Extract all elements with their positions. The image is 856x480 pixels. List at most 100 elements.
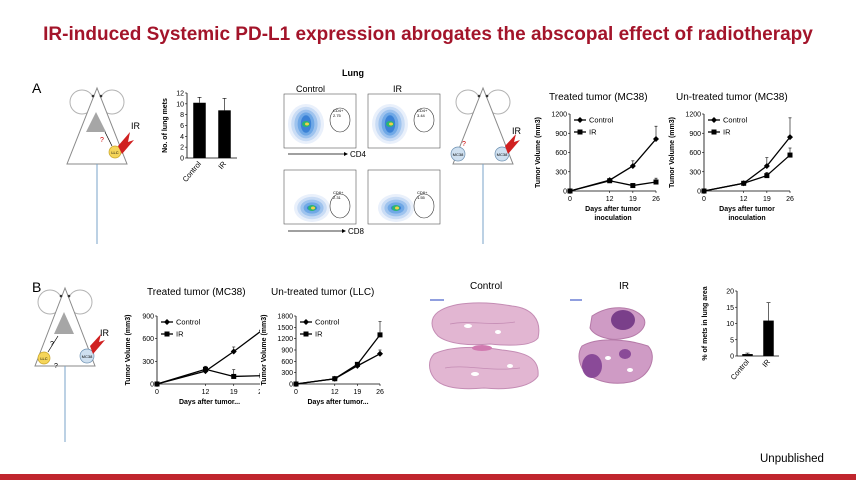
ir-label: IR <box>100 328 110 338</box>
flow-density <box>311 206 315 210</box>
flow-axis-arrowhead <box>344 152 348 156</box>
x-tick-label: 26 <box>786 196 794 203</box>
chart-mets-area: 0 5 10 15 20 Control IR % of mets in lung area <box>702 286 779 382</box>
tumor-label: LLC <box>40 356 47 361</box>
data-point-ir <box>567 188 573 194</box>
x-tick-label: 19 <box>763 196 771 203</box>
series-line-control <box>569 138 657 192</box>
y-axis-label: No. of lung mets <box>162 98 169 153</box>
legend-marker <box>164 319 170 325</box>
legend-label: IR <box>315 330 323 339</box>
data-point-ir <box>293 381 299 387</box>
flow-title: Lung <box>342 68 364 78</box>
tumor-label: MC38 <box>82 354 93 359</box>
y-tick-label: 2 <box>180 145 184 152</box>
question-mark: ? <box>462 141 466 148</box>
y-tick-label: 300 <box>555 169 567 176</box>
y-tick-label: 900 <box>555 131 567 138</box>
ir-label: IR <box>512 126 522 136</box>
flow-col-ir: IR <box>393 84 402 94</box>
flow-gate-value: 2.75 <box>333 113 342 118</box>
footer-note: Unpublished <box>760 453 824 465</box>
data-point-ir <box>377 332 383 338</box>
question-mark: ? <box>100 137 104 144</box>
bottom-bar <box>0 474 856 480</box>
question-mark: ? <box>50 341 54 348</box>
legend-label: Control <box>723 116 748 125</box>
x-tick-label: 0 <box>568 196 572 203</box>
chart-b-untreated: 0 300 600 900 1200 1500 1800 0 12 19 26 Days after … <box>261 314 384 407</box>
y-tick-label: 12 <box>176 91 184 98</box>
series-line-control <box>703 136 791 192</box>
x-axis-label: inoculation <box>728 215 765 222</box>
data-point-control <box>230 348 237 355</box>
data-point-ir <box>231 373 237 379</box>
radiation-bolt-icon <box>118 132 134 154</box>
lung-icon <box>54 312 74 334</box>
x-tick-label: 19 <box>230 389 238 396</box>
y-tick-label: 10 <box>176 101 184 108</box>
legend-marker <box>577 129 583 135</box>
flow-axis-label-cd4: CD4 <box>350 150 367 159</box>
y-tick-label: 8 <box>180 112 184 119</box>
series-line-ir <box>703 154 791 192</box>
y-tick-label: 900 <box>281 348 293 355</box>
legend-label: Control <box>176 318 201 327</box>
data-point-ir <box>630 183 636 189</box>
data-point-control <box>629 162 636 169</box>
x-tick-label: Control <box>181 159 204 184</box>
x-tick-label: 0 <box>294 389 298 396</box>
y-tick-label: 0 <box>563 189 567 196</box>
flow-gate-value: 2.31 <box>333 195 342 200</box>
data-point-ir <box>764 173 770 179</box>
x-tick-label: 0 <box>702 196 706 203</box>
mouse-illustration-a2: MC38 MC38 ? IR <box>450 86 522 244</box>
x-axis-label: Days after tumor... <box>307 399 368 406</box>
ir-label: IR <box>131 121 141 131</box>
chart-a-treated-title: Treated tumor (MC38) <box>549 92 648 103</box>
bar-ir <box>218 110 231 158</box>
series-line-control <box>295 353 381 385</box>
bar-control <box>742 354 753 356</box>
data-point-ir <box>202 366 208 372</box>
mouse-illustration-a1: LLC ? IR <box>66 86 141 244</box>
y-tick-label: 4 <box>180 134 184 141</box>
y-tick-label: 0 <box>150 382 154 389</box>
series-line-ir <box>569 180 657 192</box>
flow-gate-label: CD4+ <box>417 108 428 113</box>
data-point-control <box>259 329 260 332</box>
x-tick-label: 19 <box>353 389 361 396</box>
y-tick-label: 0 <box>730 354 734 361</box>
legend-label: Control <box>589 116 614 125</box>
mouse-illustration-b: LLC MC38 ? ? IR <box>34 286 110 442</box>
flow-gate-label: CD4+ <box>333 108 344 113</box>
data-point-control <box>763 162 770 169</box>
y-tick-label: 6 <box>180 123 184 130</box>
tumor-icon <box>450 146 466 162</box>
y-axis-label: Tumor Volume (mm3) <box>669 117 676 188</box>
panel-b-label: B <box>32 279 42 295</box>
y-tick-label: 0 <box>180 156 184 163</box>
y-tick-label: 1800 <box>277 314 293 321</box>
chart-a-treated: 0 300 600 900 1200 0 12 19 26 Days after tumor ino… <box>535 112 660 223</box>
bar-control <box>193 102 206 158</box>
x-axis-label: Days after tumor... <box>179 399 240 406</box>
y-tick-label: 300 <box>142 359 154 366</box>
panel-a-label: A <box>32 80 42 96</box>
question-mark: ? <box>54 363 58 370</box>
y-tick-label: 600 <box>142 336 154 343</box>
y-tick-label: 600 <box>281 359 293 366</box>
flow-gate <box>329 193 351 219</box>
x-tick-label: Control <box>729 357 752 382</box>
flow-density <box>389 122 393 126</box>
y-tick-label: 1200 <box>685 112 701 119</box>
data-point-ir <box>607 178 613 184</box>
series-line-ir <box>295 334 381 385</box>
y-tick-label: 300 <box>281 370 293 377</box>
data-point-control <box>787 134 793 141</box>
x-tick-label: IR <box>216 159 228 171</box>
series-line-ir <box>156 368 260 385</box>
data-point-ir <box>701 188 707 194</box>
y-tick-label: 600 <box>689 150 701 157</box>
